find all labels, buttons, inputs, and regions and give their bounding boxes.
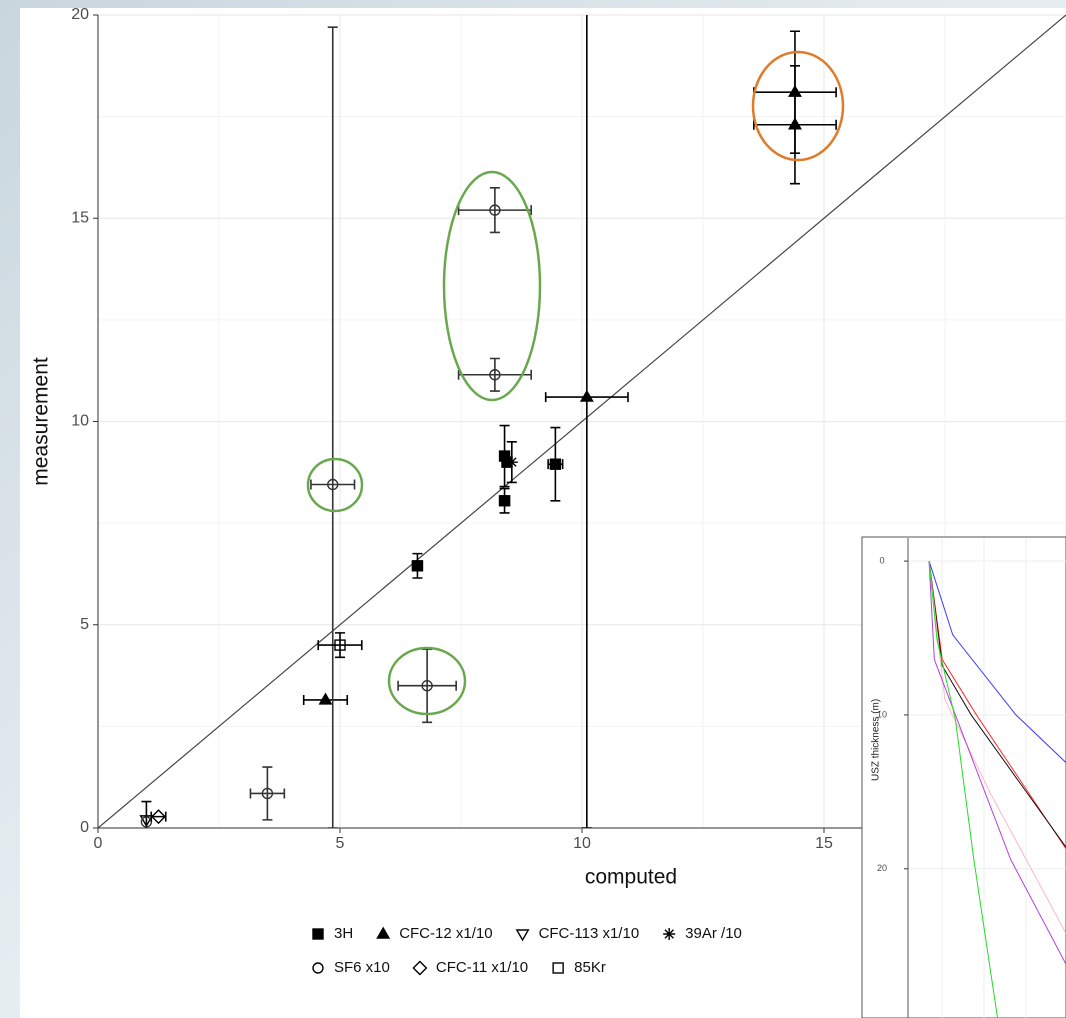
y-axis-title: measurement — [30, 357, 53, 486]
x-tick-label: 10 — [573, 835, 591, 852]
y-axis-title: USZ thickness (m) — [871, 699, 882, 781]
y-tick-label: 20 — [71, 6, 89, 23]
legend-label: CFC-113 x1/10 — [539, 925, 640, 942]
point — [550, 459, 560, 469]
y-tick-label: 15 — [71, 209, 89, 226]
y-tick-label: 0 — [80, 819, 89, 836]
legend-label: SF6 x10 — [334, 959, 390, 976]
y-tick-label: 0 — [879, 555, 884, 565]
legend-label: CFC-12 x1/10 — [399, 925, 492, 942]
point — [506, 456, 518, 468]
point — [412, 561, 422, 571]
legend-label: 39Ar /10 — [685, 925, 742, 942]
x-axis-title: computed — [585, 866, 677, 889]
y-tick-label: 20 — [877, 863, 887, 873]
point — [500, 496, 510, 506]
x-tick-label: 5 — [336, 835, 345, 852]
y-tick-label: 10 — [71, 413, 89, 430]
legend-label: 3H — [334, 925, 353, 942]
inset-panel — [862, 537, 1066, 1018]
legend-label: 85Kr — [574, 959, 606, 976]
legend-label: CFC-11 x1/10 — [436, 959, 528, 976]
y-tick-label: 5 — [80, 616, 89, 633]
x-tick-label: 15 — [815, 835, 833, 852]
legend-symbol — [663, 928, 675, 940]
legend-symbol — [313, 929, 323, 939]
chart: 0 5 10 15 20 0 5 10 15 20 computed measurement 3H CF… — [0, 0, 1066, 1018]
x-tick-label: 0 — [94, 835, 103, 852]
page: {"chart_data": [ {"type": "scatter", "x_… — [0, 0, 1066, 1018]
